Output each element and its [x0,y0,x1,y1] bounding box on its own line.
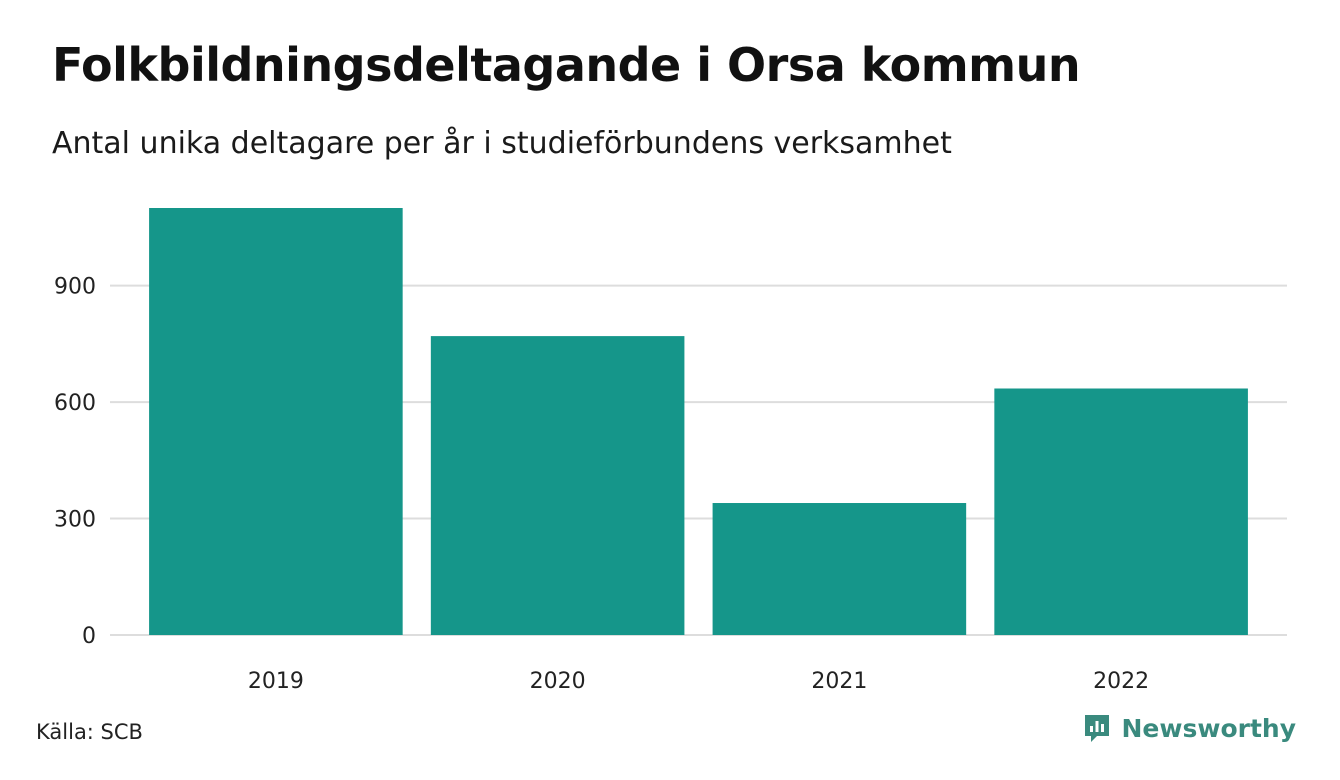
x-axis-ticks: 2019 2020 2021 2022 [248,669,1149,694]
source-note: Källa: SCB [36,720,143,744]
bar-2021 [712,503,967,635]
bars [149,208,1248,635]
y-tick-label: 0 [82,624,96,649]
newsworthy-icon [1084,715,1109,742]
chart-subtitle: Antal unika deltagare per år i studieför… [52,126,952,161]
x-tick-label: 2020 [530,669,586,694]
y-axis-ticks: 0 300 600 900 [54,275,96,649]
y-tick-label: 300 [54,508,96,533]
bar-2022 [994,388,1248,635]
bar-2019 [149,208,403,635]
brand-logo: Newsworthy [1082,712,1297,744]
x-tick-label: 2022 [1093,669,1149,694]
x-tick-label: 2021 [811,669,867,694]
bar-2020 [430,336,685,635]
x-tick-label: 2019 [248,669,304,694]
y-tick-label: 600 [54,391,96,416]
y-tick-label: 900 [54,275,96,300]
chart-title: Folkbildningsdeltagande i Orsa kommun [52,38,1081,92]
brand-name: Newsworthy [1121,713,1297,743]
